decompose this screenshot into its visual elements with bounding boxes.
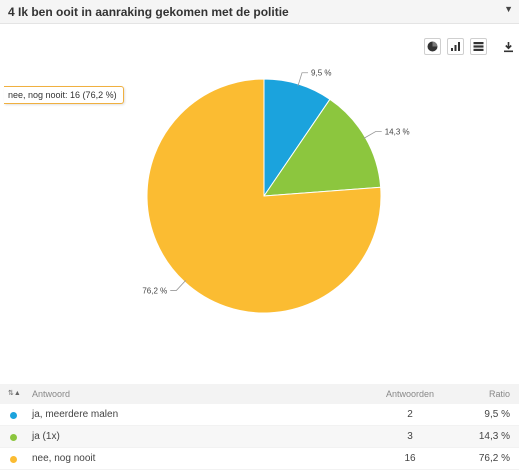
pie-chart-icon[interactable] xyxy=(424,38,441,55)
table-row: ja, meerdere malen 2 9,5 % xyxy=(0,404,519,426)
slice-label: 14,3 % xyxy=(385,128,410,137)
table-row: ja (1x) 3 14,3 % xyxy=(0,426,519,448)
slice-label: 76,2 % xyxy=(142,287,167,296)
slice-connector xyxy=(297,72,309,87)
table-header: ⇅▲ Antwoord Antwoorden Ratio xyxy=(0,384,519,404)
slice-connector xyxy=(170,280,187,291)
row-label: nee, nog nooit xyxy=(32,453,96,464)
chart-tooltip: nee, nog nooit: 16 (76,2 %) xyxy=(4,86,124,104)
legend-dot xyxy=(10,412,17,419)
caret-down-icon[interactable]: ▼ xyxy=(504,4,513,14)
bar-chart-icon[interactable] xyxy=(447,38,464,55)
column-header-count[interactable]: Antwoorden xyxy=(385,389,435,399)
slice-label: 9,5 % xyxy=(311,69,331,78)
row-ratio: 76,2 % xyxy=(478,453,510,464)
row-label: ja, meerdere malen xyxy=(32,409,119,420)
pie-chart: 9,5 % 14,3 % 76,2 % xyxy=(142,69,410,314)
question-header[interactable]: 4 Ik ben ooit in aanraking gekomen met d… xyxy=(0,0,519,24)
sort-icon[interactable]: ⇅▲ xyxy=(8,390,21,397)
table-row: nee, nog nooit 16 76,2 % xyxy=(0,448,519,470)
legend-dot xyxy=(10,456,17,463)
row-count: 3 xyxy=(407,431,413,442)
row-ratio: 14,3 % xyxy=(478,431,510,442)
column-header-ratio[interactable]: Ratio xyxy=(488,389,510,399)
row-count: 2 xyxy=(407,409,413,420)
results-table: ⇅▲ Antwoord Antwoorden Ratio ja, meerder… xyxy=(0,384,519,470)
column-header-label[interactable]: Antwoord xyxy=(32,389,71,399)
table-icon[interactable] xyxy=(470,38,487,55)
slice-connector xyxy=(363,131,382,139)
download-icon[interactable] xyxy=(500,38,517,55)
row-count: 16 xyxy=(404,453,416,464)
row-label: ja (1x) xyxy=(32,431,60,442)
row-ratio: 9,5 % xyxy=(484,409,510,420)
question-title: 4 Ik ben ooit in aanraking gekomen met d… xyxy=(8,5,289,19)
legend-dot xyxy=(10,434,17,441)
chart-toolbar xyxy=(0,38,519,58)
